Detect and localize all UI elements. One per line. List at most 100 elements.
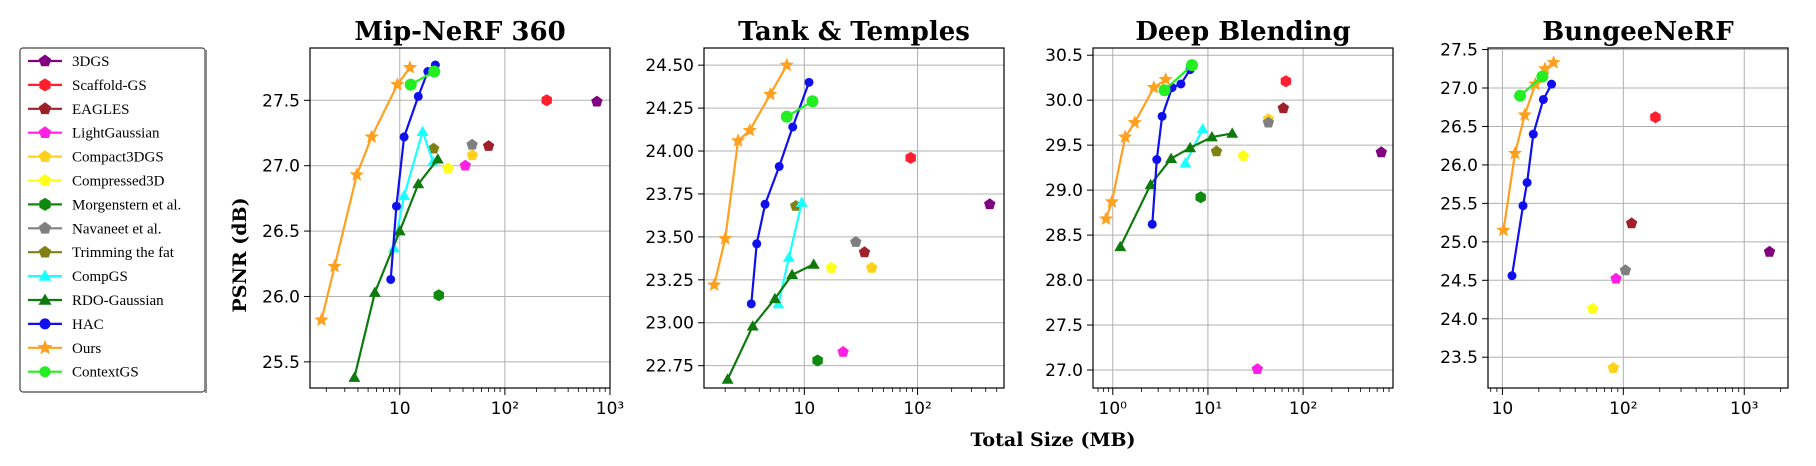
x-tick-label: 10 [389, 399, 411, 419]
series-contextgs [404, 65, 441, 91]
legend-label: Trimming the fat [72, 245, 175, 261]
x-tick-label: 10³ [596, 399, 624, 419]
data-point-hac [386, 274, 396, 284]
data-point-hac [1538, 95, 1548, 105]
series-rdo-gaussian [721, 258, 820, 384]
data-point-ours [1537, 61, 1553, 75]
y-tick-label: 27.0 [262, 157, 300, 177]
series-eagles [482, 140, 495, 151]
data-point-ours [402, 60, 418, 74]
data-point-ours [364, 129, 379, 143]
chart-title: BungeeNeRF [1542, 17, 1734, 47]
data-point-rdo-gaussian [746, 320, 759, 331]
data-point-navaneet-et-al [1619, 264, 1632, 276]
chart-title: Tank & Temples [738, 17, 970, 47]
data-point-hac [1547, 79, 1557, 89]
data-point-hac [774, 161, 784, 171]
legend-label: Compact3DGS [72, 150, 164, 166]
series-ours [314, 60, 418, 327]
series-3dgs [1375, 146, 1387, 158]
legend-marker-lightgaussian [38, 126, 52, 138]
data-point-contextgs [404, 78, 417, 91]
legend-marker-compact3dgs [38, 150, 52, 162]
legend-marker-compgs [38, 269, 52, 281]
data-point-ours [707, 277, 722, 291]
legend-label: Ours [72, 341, 101, 357]
data-point-contextgs [1185, 59, 1198, 72]
data-point-ours [1507, 145, 1523, 160]
legend-item-scaffold-gs: Scaffold-GS [28, 78, 147, 94]
data-point-3dgs [591, 95, 603, 107]
y-tick-label: 24.25 [645, 99, 694, 119]
data-point-ours [779, 57, 794, 72]
data-point-lightgaussian [459, 159, 471, 171]
chart-title: Mip-NeRF 360 [354, 17, 565, 47]
series-scaffold-gs [1650, 111, 1661, 124]
data-point-ours [1546, 55, 1561, 69]
y-tick-label: 25.5 [262, 353, 300, 373]
data-point-hac [1507, 271, 1517, 281]
y-tick-label: 22.75 [645, 357, 694, 377]
data-point-rdo-gaussian [412, 178, 425, 189]
y-tick-label: 25.5 [1440, 194, 1478, 214]
plot-frame [1092, 47, 1394, 389]
y-tick-label: 30.5 [1045, 46, 1083, 66]
series-rdo-gaussian [348, 153, 444, 382]
data-point-hac [804, 77, 814, 87]
y-tick-label: 24.50 [645, 56, 694, 76]
data-point-3dgs [1375, 146, 1387, 158]
panel-tank-temples: Tank & Temples 22.75 23.00 23.25 23.50 23.75 2… [645, 17, 1005, 419]
plot-frame [703, 47, 1005, 389]
data-point-morgenstern-et-al [812, 354, 823, 367]
data-point-scaffold-gs [905, 151, 916, 164]
series-line-ours [320, 66, 411, 321]
x-tick-label: 10⁰ [1099, 399, 1128, 419]
y-tick-label: 29.0 [1045, 181, 1083, 201]
y-tick-label: 23.25 [645, 271, 694, 291]
data-point-ours [718, 231, 733, 245]
data-point-rdo-gaussian [1226, 127, 1239, 138]
chart-title: Deep Blending [1135, 17, 1350, 47]
legend-marker-hac [39, 318, 51, 330]
x-tick-label: 10² [1609, 399, 1637, 419]
series-line-rdo-gaussian [353, 158, 439, 378]
y-tick-label: 27.5 [1440, 41, 1478, 61]
series-compressed3d [1237, 149, 1249, 161]
legend-label: RDO-Gaussian [72, 293, 164, 309]
data-point-navaneet-et-al [850, 236, 862, 247]
series-line-rdo-gaussian [1119, 132, 1233, 248]
series-lightgaussian [1610, 272, 1622, 284]
data-point-hac [413, 91, 423, 101]
legend-item-hac: HAC [28, 317, 104, 333]
legend-label: Morgenstern et al. [72, 197, 181, 213]
series-morgenstern-et-al [433, 289, 444, 302]
data-point-scaffold-gs [1280, 75, 1292, 88]
series-scaffold-gs [1280, 75, 1292, 88]
y-tick-label: 26.5 [1440, 117, 1478, 137]
series-line-hac [1510, 83, 1553, 276]
data-point-hac [1528, 129, 1538, 139]
series-scaffold-gs [905, 151, 916, 164]
legend-label: HAC [72, 317, 104, 333]
legend-label: CompGS [72, 269, 128, 285]
data-point-eagles [858, 246, 871, 258]
data-point-contextgs [1514, 89, 1527, 102]
y-tick-label: 23.00 [645, 314, 694, 334]
panel-deep-blending: Deep Blending 27.0 27.5 28.0 28.5 29.0 29.5 30.… [1045, 17, 1394, 419]
series-hac [1507, 79, 1557, 281]
legend-marker-rdo-gaussian [38, 293, 52, 305]
data-point-compressed3d [825, 261, 837, 273]
legend-marker-trimming-the-fat [38, 245, 52, 258]
data-point-compressed3d [1587, 302, 1599, 314]
y-tick-label: 28.0 [1045, 271, 1083, 291]
data-point-eagles [1277, 102, 1290, 114]
data-point-hac [1176, 79, 1186, 89]
legend-item-3dgs: 3DGS [28, 54, 110, 70]
legend-marker-3dgs [38, 54, 52, 67]
series-compressed3d [442, 162, 454, 174]
legend-marker-ours [37, 339, 53, 355]
y-tick-label: 28.5 [1045, 226, 1083, 246]
data-point-compgs [1196, 123, 1209, 134]
data-point-ours [1127, 115, 1142, 129]
